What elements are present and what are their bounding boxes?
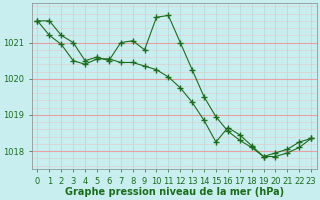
X-axis label: Graphe pression niveau de la mer (hPa): Graphe pression niveau de la mer (hPa) <box>65 187 284 197</box>
